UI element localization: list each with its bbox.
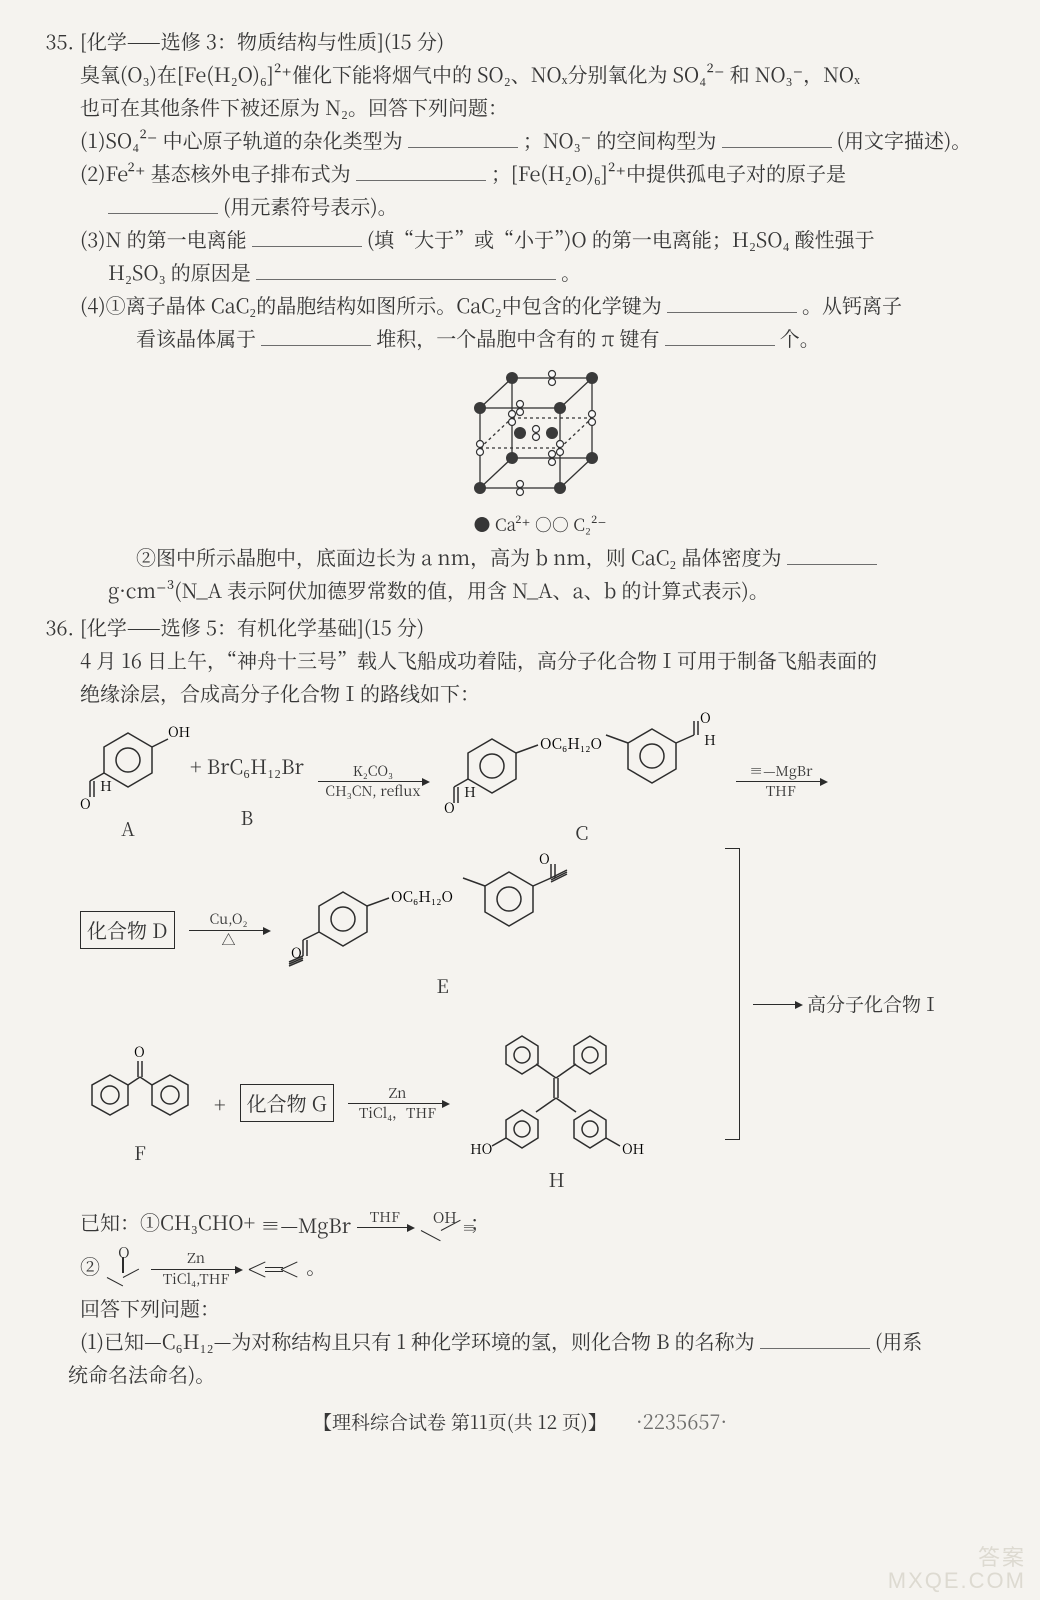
mol-A: OH O H A — [80, 719, 176, 844]
scheme-row-2: 化合物 D Cu,O₂ △ — [80, 858, 1000, 1001]
mol-B: + BrC₆H₁₂Br B — [190, 730, 304, 833]
q36-number: 36. — [40, 610, 74, 643]
svg-text:O: O — [291, 943, 302, 963]
blank — [252, 225, 362, 247]
blank — [787, 543, 877, 565]
crystal-caption: ● Ca²⁺ ○○ C₂²⁻ — [80, 510, 1000, 538]
q36-part1: (1)已知—C₆H₁₂—为对称结构且只有 1 种化学环境的氢，则化合物 B 的名… — [80, 1324, 1000, 1357]
box-D: 化合物 D — [80, 911, 175, 949]
svg-text:H: H — [100, 776, 112, 796]
box-G: 化合物 G — [240, 1084, 334, 1122]
watermark-corner: 答案 MXQE.COM — [888, 1546, 1026, 1592]
known-1: 已知：①CH₃CHO+ ≡—MgBr THF OH≡ ； — [80, 1205, 1000, 1241]
q35-part3-cont: H₂SO₃ 的原因是 。 — [108, 255, 1000, 288]
svg-text:O: O — [80, 794, 91, 814]
svg-text:O: O — [539, 849, 550, 869]
answer-lead: 回答下列问题： — [80, 1291, 1000, 1324]
arrow-D-E: Cu,O₂ △ — [189, 912, 269, 948]
skeletal-product-2 — [247, 1253, 301, 1285]
svg-text:OC₆H₁₂O: OC₆H₁₂O — [540, 733, 602, 754]
svg-text:HO: HO — [470, 1139, 492, 1159]
blank — [408, 126, 518, 148]
q35-part4-1b: 看该晶体属于 堆积，一个晶胞中含有的 π 键有 个。 — [136, 321, 1000, 354]
svg-text:OC₆H₁₂O: OC₆H₁₂O — [391, 886, 453, 907]
blank — [667, 291, 797, 313]
skeletal-product-1: OH≡ — [419, 1210, 465, 1240]
q35-part2: (2)Fe²⁺ 基态核外电子排布式为 ；[Fe(H₂O)₆]²⁺中提供孤电子对的… — [80, 156, 1000, 189]
q36-intro-1: 4 月 16 日上午，“神舟十三号”载人飞船成功着陆，高分子化合物Ⅰ可用于制备飞… — [80, 643, 1000, 676]
svg-text:O: O — [134, 1042, 145, 1062]
q35-part4-2b: g·cm⁻³(N_A 表示阿伏加德罗常数的值，用含 N_A、a、b 的计算式表示… — [108, 573, 1000, 606]
mol-H: HO OH H — [462, 1012, 652, 1195]
q36-intro-2: 绝缘涂层，合成高分子化合物Ⅰ的路线如下： — [80, 676, 1000, 709]
q35-part4-2: ②图中所示晶胞中，底面边长为 a nm，高为 b nm，则 CaC₂ 晶体密度为 — [136, 540, 1000, 573]
blank — [665, 324, 775, 346]
q35-intro-1: 臭氧(O₃)在[Fe(H₂O)₆]²⁺催化下能将烟气中的 SO₂、NOₓ分别氧化… — [80, 57, 1000, 90]
footer: 【理科综合试卷 第11页(共 12 页)】 ·2235657· — [40, 1404, 1000, 1437]
svg-text:OH: OH — [622, 1139, 644, 1159]
mol-C: O H OC₆H₁₂O O H C — [442, 715, 722, 848]
svg-text:O: O — [444, 798, 455, 818]
q35-heading: [化学——选修 3：物质结构与性质](15 分) — [80, 24, 1000, 57]
q35: 35. [化学——选修 3：物质结构与性质](15 分) 臭氧(O₃)在[Fe(… — [40, 24, 1000, 606]
arrow-FG-H: Zn TiCl₄，THF — [348, 1086, 448, 1122]
mol-E: OC₆H₁₂O O O E — [283, 858, 603, 1001]
blank — [108, 192, 218, 214]
q35-intro-2: 也可在其他条件下被还原为 N₂。回答下列问题： — [80, 90, 1000, 123]
blank — [760, 1327, 870, 1349]
blank — [261, 324, 371, 346]
q36: 36. [化学——选修 5：有机化学基础](15 分) 4 月 16 日上午，“… — [40, 610, 1000, 709]
crystal-svg — [450, 358, 630, 508]
page: 35. [化学——选修 3：物质结构与性质](15 分) 臭氧(O₃)在[Fe(… — [0, 0, 1040, 1600]
arrow-C-D: ≡—MgBr THF — [736, 764, 826, 800]
q35-part4-1: (4)①离子晶体 CaC₂的晶胞结构如图所示。CaC₂中包含的化学键为 。从钙离… — [80, 288, 1000, 321]
q35-number: 35. — [40, 24, 74, 57]
q36-part1-cont: 统命名法命名)。 — [68, 1357, 1000, 1390]
blank — [356, 159, 486, 181]
known-2: ② O Zn TiCl₄,THF 。 — [80, 1249, 1000, 1287]
blank — [256, 258, 556, 280]
svg-text:H: H — [464, 782, 476, 802]
q35-part1: (1)SO₄²⁻ 中心原子轨道的杂化类型为 ；NO₃⁻ 的空间构型为 (用文字描… — [80, 123, 1000, 156]
blank — [722, 126, 832, 148]
scheme-row-1: OH O H A + BrC₆H₁₂Br B K₂CO₃ CH₃CN, refl… — [80, 715, 1000, 848]
skeletal-acetone: O — [105, 1251, 145, 1287]
svg-text:O: O — [700, 708, 711, 728]
q35-part2-cont: (用元素符号表示)。 — [108, 189, 1000, 222]
mol-F: O F — [80, 1039, 200, 1168]
q36-heading: [化学——选修 5：有机化学基础](15 分) — [80, 610, 1000, 643]
scheme-row-3: O F + 化合物 G Zn TiCl₄，THF — [80, 1012, 1000, 1195]
svg-text:H: H — [704, 730, 716, 750]
q35-part3: (3)N 的第一电离能 (填“大于”或“小于”)O 的第一电离能；H₂SO₄ 酸… — [80, 222, 1000, 255]
svg-text:OH: OH — [168, 722, 190, 742]
arrow-AB-C: K₂CO₃ CH₃CN, reflux — [318, 764, 428, 800]
crystal-figure: ● Ca²⁺ ○○ C₂²⁻ — [80, 358, 1000, 538]
